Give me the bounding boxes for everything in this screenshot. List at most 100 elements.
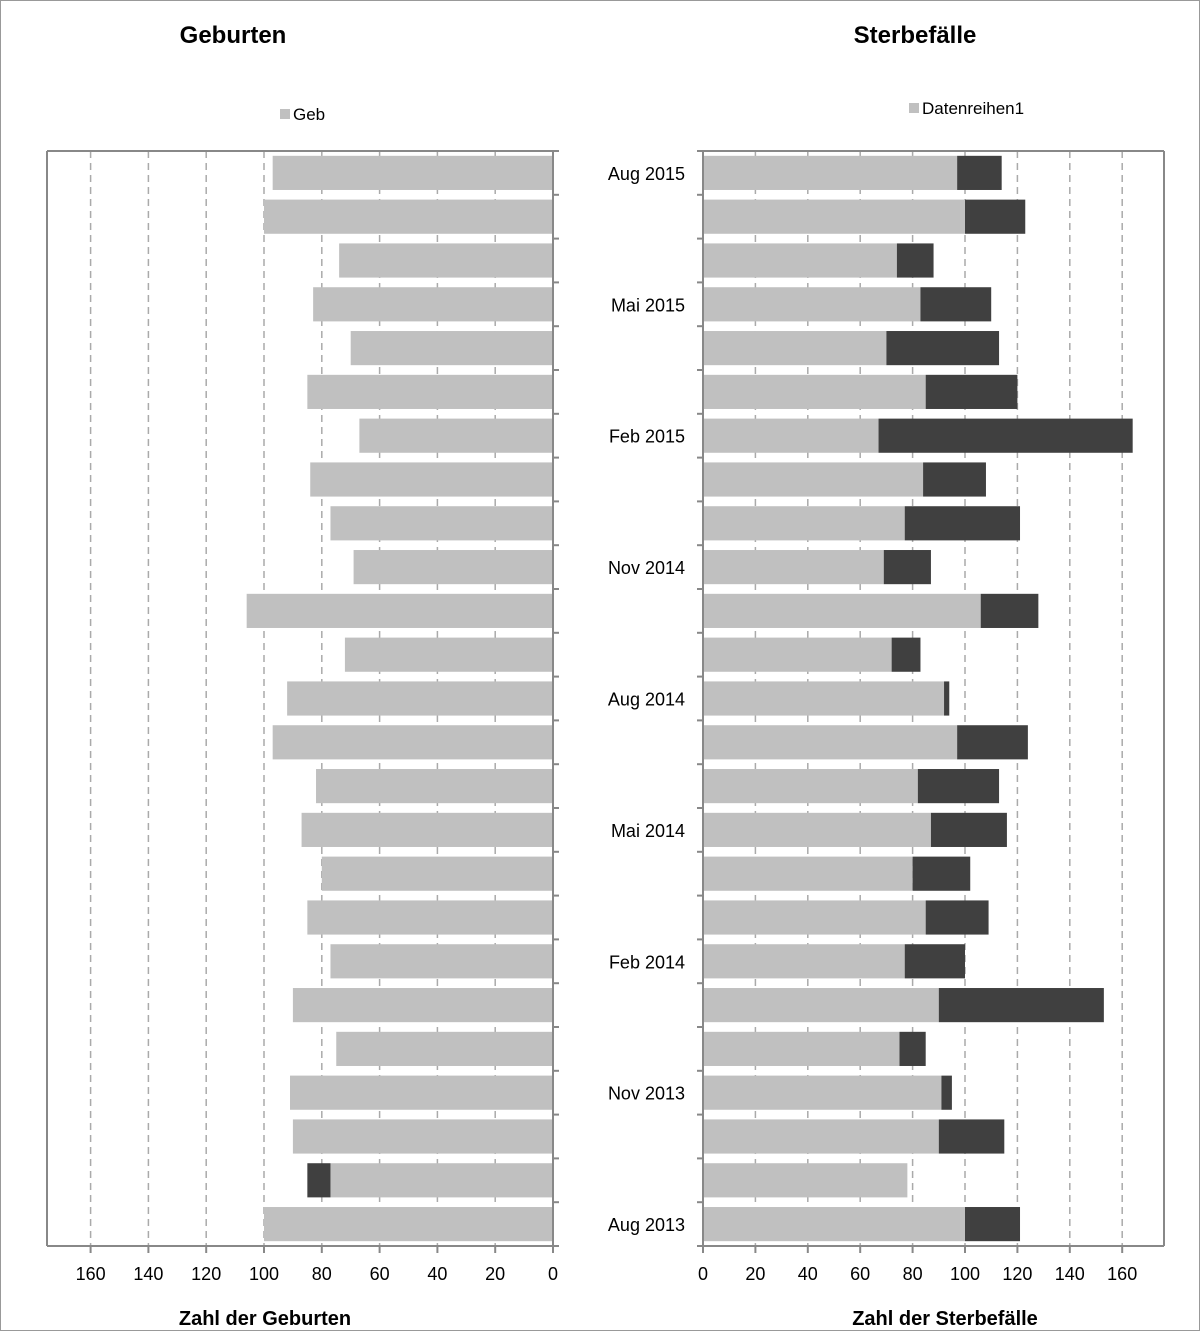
births-bar-sep-2013-s1 — [307, 1163, 331, 1198]
deaths-bar-aug-2013-s1 — [965, 1207, 1021, 1242]
deaths-bar-nov-2014-s1 — [883, 550, 931, 585]
deaths-x-ticks: 0 20 40 60 80 100 120 140 160 — [698, 1246, 1137, 1284]
deaths-x-tick-label-120: 120 — [1002, 1264, 1032, 1284]
deaths-y-tick-label-nov-2013: Nov 2013 — [608, 1084, 685, 1104]
deaths-bar-mai-2014-s0 — [703, 812, 931, 847]
deaths-y-tick-label-aug-2013: Aug 2013 — [608, 1215, 685, 1235]
births-bar-m-r-2014-s0 — [307, 900, 553, 935]
births-bar-m-r-2015-s0 — [307, 374, 553, 409]
deaths-bar-okt-2014-s0 — [703, 593, 981, 628]
deaths-legend-label: Datenreihen1 — [922, 99, 1024, 118]
births-legend: Geb — [280, 105, 325, 124]
deaths-x-tick-label-140: 140 — [1055, 1264, 1085, 1284]
deaths-bar-jun-2015-s1 — [896, 243, 934, 278]
deaths-x-tick-label-80: 80 — [903, 1264, 923, 1284]
deaths-bar-apr-2015-s0 — [703, 331, 887, 366]
deaths-chart-title: Sterbefälle — [854, 22, 977, 49]
births-bar-jan-2014-s0 — [292, 988, 553, 1023]
deaths-bar-sep-2014-s1 — [891, 637, 921, 672]
deaths-bar-aug-2013-s0 — [703, 1207, 965, 1242]
deaths-bar-jun-2015-s0 — [703, 243, 897, 278]
deaths-bar-jun-2014-s0 — [703, 769, 918, 804]
births-bar-aug-2014-s0 — [287, 681, 553, 716]
births-x-tick-label-0: 0 — [548, 1264, 558, 1284]
deaths-bars — [703, 155, 1133, 1242]
deaths-chart: Sterbefälle Datenreihen1 0 20 40 60 80 100 120… — [608, 22, 1165, 1330]
deaths-bar-m-r-2015-s0 — [703, 374, 926, 409]
deaths-bar-sep-2013-s0 — [703, 1163, 908, 1198]
births-bar-jul-2015-s0 — [264, 199, 553, 234]
deaths-bar-feb-2014-s0 — [703, 944, 905, 979]
deaths-bar-feb-2015-s0 — [703, 418, 879, 453]
deaths-bar-jul-2014-s0 — [703, 725, 958, 760]
births-x-tick-label-100: 100 — [249, 1264, 279, 1284]
births-bar-sep-2013-s0 — [330, 1163, 553, 1198]
deaths-bar-m-r-2015-s1 — [925, 374, 1018, 409]
deaths-y-tick-label-mai-2014: Mai 2014 — [611, 821, 685, 841]
deaths-bar-dez-2014-s1 — [904, 506, 1021, 541]
births-bar-feb-2015-s0 — [359, 418, 553, 453]
deaths-y-ticks: Aug 2013 Nov 2013 Feb 2014 Mai 2014 Aug 2014… — [608, 150, 703, 1247]
deaths-x-tick-label-60: 60 — [850, 1264, 870, 1284]
deaths-x-tick-label-20: 20 — [745, 1264, 765, 1284]
births-chart: Geburten Geb 160 140 120 100 80 60 40 20 0 Zahl … — [46, 22, 559, 1330]
deaths-legend-swatch — [909, 103, 919, 113]
births-bar-jan-2015-s0 — [310, 462, 553, 497]
deaths-bar-mai-2014-s1 — [930, 812, 1007, 847]
births-bars — [246, 155, 553, 1242]
deaths-y-tick-label-feb-2015: Feb 2015 — [609, 427, 685, 447]
births-bar-dez-2014-s0 — [330, 506, 553, 541]
deaths-x-tick-label-160: 160 — [1107, 1264, 1137, 1284]
deaths-bar-nov-2013-s0 — [703, 1075, 942, 1110]
births-y-tick-marks — [553, 150, 559, 1247]
deaths-bar-apr-2015-s1 — [886, 331, 1000, 366]
deaths-bar-nov-2014-s0 — [703, 550, 884, 585]
births-bar-nov-2014-s0 — [353, 550, 553, 585]
deaths-bar-aug-2014-s1 — [944, 681, 950, 716]
deaths-bar-sep-2014-s0 — [703, 637, 892, 672]
deaths-bar-jul-2015-s1 — [965, 199, 1026, 234]
deaths-x-tick-label-40: 40 — [798, 1264, 818, 1284]
deaths-bar-dez-2013-s0 — [703, 1031, 900, 1066]
deaths-bar-m-r-2014-s1 — [925, 900, 989, 935]
births-x-tick-label-120: 120 — [191, 1264, 221, 1284]
deaths-bar-jul-2014-s1 — [957, 725, 1028, 760]
births-bar-mai-2015-s0 — [313, 287, 553, 322]
births-bar-jun-2014-s0 — [316, 769, 553, 804]
deaths-bar-mai-2015-s0 — [703, 287, 921, 322]
deaths-y-tick-label-feb-2014: Feb 2014 — [609, 952, 685, 972]
births-bar-feb-2014-s0 — [330, 944, 553, 979]
deaths-bar-apr-2014-s1 — [912, 856, 971, 891]
deaths-bar-okt-2014-s1 — [980, 593, 1039, 628]
deaths-bar-dez-2013-s1 — [899, 1031, 926, 1066]
deaths-bar-jan-2014-s0 — [703, 988, 939, 1023]
deaths-bar-aug-2015-s1 — [957, 155, 1002, 190]
births-x-tick-label-40: 40 — [427, 1264, 447, 1284]
births-x-tick-label-80: 80 — [312, 1264, 332, 1284]
deaths-y-tick-label-nov-2014: Nov 2014 — [608, 558, 685, 578]
deaths-bar-aug-2014-s0 — [703, 681, 945, 716]
births-bar-dez-2013-s0 — [336, 1031, 553, 1066]
births-bar-apr-2015-s0 — [350, 331, 553, 366]
deaths-bar-aug-2015-s0 — [703, 155, 958, 190]
births-axes — [46, 150, 554, 1247]
deaths-bar-feb-2015-s1 — [878, 418, 1133, 453]
deaths-y-tick-label-aug-2015: Aug 2015 — [608, 164, 685, 184]
births-bar-aug-2015-s0 — [272, 155, 553, 190]
deaths-x-axis-title: Zahl der Sterbefälle — [852, 1308, 1038, 1330]
deaths-bar-jul-2015-s0 — [703, 199, 965, 234]
births-x-tick-label-140: 140 — [133, 1264, 163, 1284]
births-bar-sep-2014-s0 — [344, 637, 553, 672]
births-x-tick-label-60: 60 — [370, 1264, 390, 1284]
deaths-bar-okt-2013-s1 — [938, 1119, 1005, 1154]
births-bar-apr-2014-s0 — [321, 856, 553, 891]
births-bar-jun-2015-s0 — [339, 243, 553, 278]
deaths-bar-okt-2013-s0 — [703, 1119, 939, 1154]
births-bar-mai-2014-s0 — [301, 812, 553, 847]
deaths-bar-jan-2015-s1 — [923, 462, 986, 497]
births-bar-okt-2013-s0 — [292, 1119, 553, 1154]
births-legend-label: Geb — [293, 105, 325, 124]
deaths-bar-feb-2014-s1 — [904, 944, 965, 979]
births-bar-jul-2014-s0 — [272, 725, 553, 760]
deaths-bar-jan-2014-s1 — [938, 988, 1104, 1023]
